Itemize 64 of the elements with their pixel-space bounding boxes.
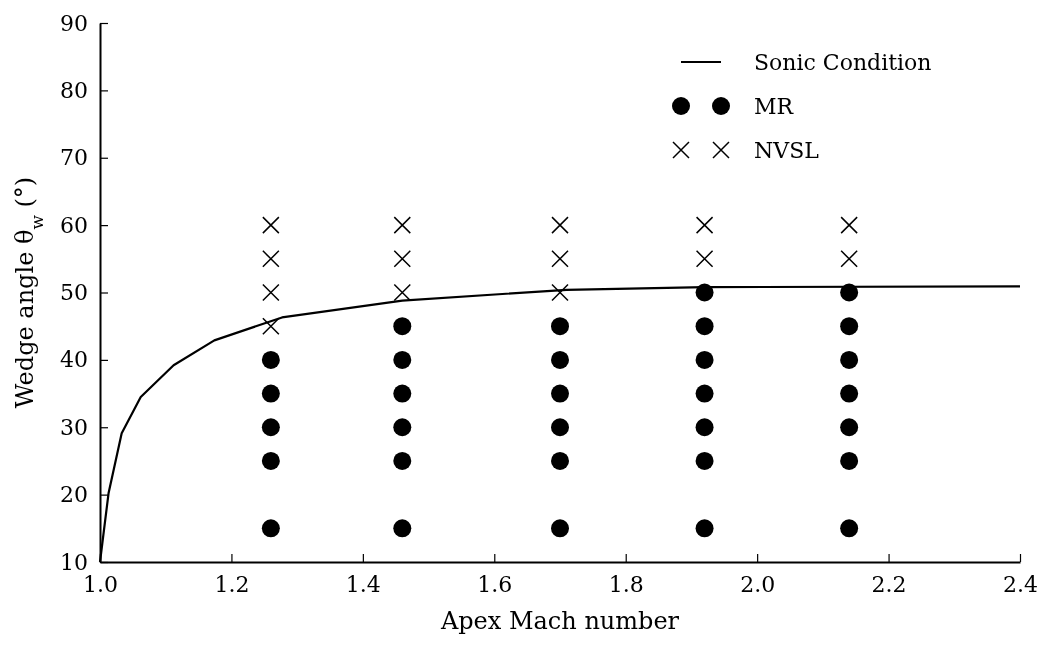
point [261,350,280,369]
legend-label: NVSL [754,138,820,163]
y-tick-label: 50 [60,280,88,306]
point [261,519,280,538]
point [393,519,412,538]
point [551,350,569,369]
point [695,418,714,437]
point [840,250,858,268]
point [840,451,859,470]
y-tick-label: 80 [60,77,88,103]
point [840,384,859,403]
y-tick-label: 40 [60,347,88,373]
point [695,216,714,234]
point [551,451,569,470]
point [393,350,412,369]
y-tick-label: 20 [60,482,88,508]
x-tick-label: 2.0 [740,571,776,597]
point [695,519,714,538]
x-tick-label: 1.4 [345,571,381,597]
legend-label: Sonic Condition [754,50,932,75]
point [695,350,714,369]
point [840,317,859,336]
x-tick-label: 1.6 [477,571,513,597]
point [393,250,412,268]
point [551,317,569,336]
y-tick-label: 90 [60,10,88,36]
point [551,519,569,538]
x-axis-title: Apex Mach number [439,607,680,635]
point [551,216,569,234]
point [551,418,569,437]
point [695,384,714,403]
point [695,283,714,302]
point [393,283,412,302]
x-tick-label: 2.2 [871,571,907,597]
point [840,283,859,302]
point [840,418,859,437]
point [393,317,412,336]
x-tick-label: 1.8 [608,571,644,597]
point [393,418,412,437]
point [262,216,280,234]
point [840,350,859,369]
point [262,250,280,268]
point [393,451,412,470]
legend-label: MR [754,94,795,119]
point [840,519,859,538]
point [840,216,858,234]
y-tick-label: 30 [60,414,88,440]
point [695,451,714,470]
point [262,317,280,335]
point [551,250,569,268]
y-tick-label: 60 [60,212,88,238]
x-tick-label: 1.2 [214,571,250,597]
point [261,384,280,403]
point [261,418,280,437]
point [551,283,569,302]
y-tick-label: 70 [60,145,88,171]
point [261,451,280,470]
point [695,250,714,268]
point [695,317,714,336]
point [551,384,569,403]
point [393,384,412,403]
point [262,283,280,302]
point [393,216,412,234]
x-tick-label: 2.4 [1003,571,1038,597]
